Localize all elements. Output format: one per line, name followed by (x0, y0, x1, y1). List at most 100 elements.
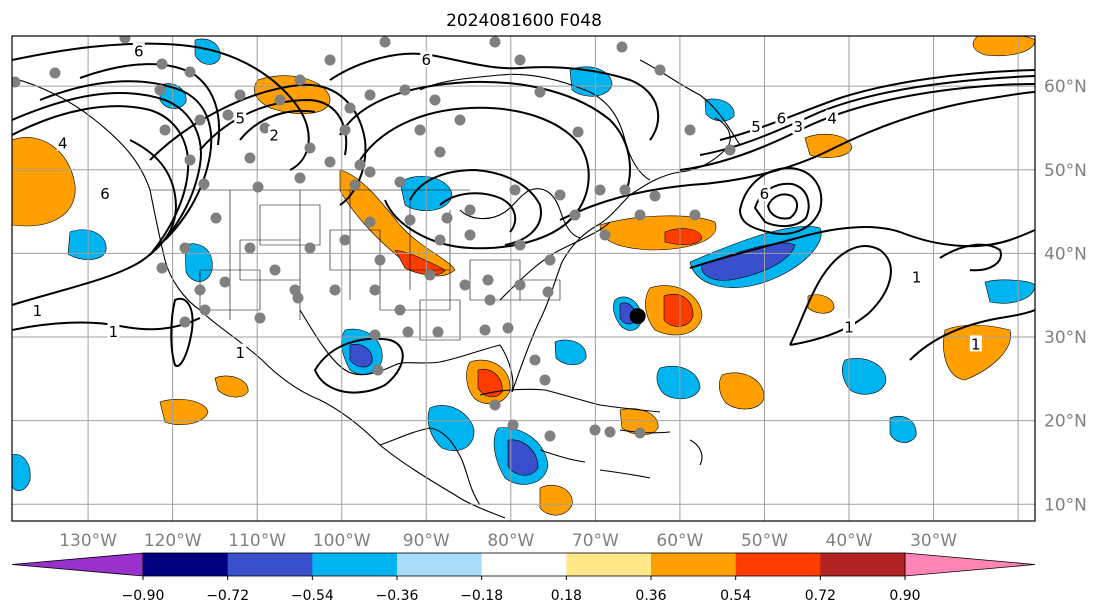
colorbar-bin (566, 553, 652, 576)
contour-label-mask (268, 126, 281, 143)
contour-label-mask (234, 109, 247, 126)
station-dot (414, 124, 426, 136)
contour-label: 4 (58, 135, 68, 153)
field-blob (159, 399, 209, 425)
station-dot (404, 214, 416, 226)
contour-label-mask (750, 117, 762, 134)
contour-line (239, 109, 316, 141)
field-blob (807, 294, 835, 314)
station-markers (12, 36, 736, 442)
station-dot (369, 329, 381, 341)
station-dot (179, 316, 191, 328)
field-blob (427, 405, 475, 451)
colorbar-tick-label: 0.18 (551, 588, 582, 604)
station-dot (254, 312, 266, 324)
station-dot (159, 124, 171, 136)
station-dot (194, 284, 206, 296)
station-dot (489, 399, 501, 411)
station-dot (364, 166, 376, 178)
station-dot (604, 426, 616, 438)
colorbar-bin (397, 553, 483, 576)
field-blob (554, 339, 587, 366)
contour-line (12, 105, 190, 256)
station-dot (210, 212, 222, 224)
station-dot (219, 276, 231, 288)
station-dot (572, 126, 584, 138)
coastline (379, 427, 481, 506)
longitude-label: 80°W (487, 531, 534, 551)
contour-line (699, 75, 1035, 156)
contour-line (79, 63, 221, 146)
latitude-label: 30°N (1044, 328, 1087, 348)
colorbar-tick-label: 0.54 (720, 588, 751, 604)
station-dot (634, 209, 646, 221)
contour-line (766, 193, 798, 220)
station-dot (589, 424, 601, 436)
longitude-label: 110°W (228, 531, 286, 551)
station-dot (324, 54, 336, 66)
station-dot (424, 269, 436, 281)
longitude-label: 60°W (656, 531, 703, 551)
contour-line (689, 225, 1035, 269)
colorbar-bin (143, 553, 229, 576)
contour-line (559, 91, 1035, 221)
longitude-label: 40°W (826, 531, 873, 551)
colorbar-over-extension (904, 552, 1036, 577)
field-blob (67, 229, 107, 260)
contour-label: 6 (760, 185, 770, 203)
station-dot (514, 239, 526, 251)
station-dot (364, 89, 376, 101)
contour-label: 3 (793, 118, 803, 136)
station-dot (339, 234, 351, 246)
contour-line (939, 243, 1002, 272)
contour-line (149, 83, 367, 206)
station-dot (654, 64, 666, 76)
field-blob (663, 294, 694, 327)
station-dot (179, 242, 191, 254)
colorbar-bin (735, 553, 821, 576)
colorbar-tick-label: 0.36 (635, 588, 666, 604)
contour-label-mask (99, 184, 111, 201)
station-dot (199, 304, 211, 316)
colorbar-tick-label: 0.90 (889, 588, 920, 604)
station-dot (554, 189, 566, 201)
latitude-label: 10°N (1044, 495, 1087, 515)
colorbar-bin (820, 553, 906, 576)
station-dot (434, 146, 446, 158)
station-dot (464, 204, 476, 216)
station-dot (399, 84, 411, 96)
colorbar-bin (312, 553, 398, 576)
station-dot (569, 209, 581, 221)
longitude-label: 70°W (572, 531, 619, 551)
station-dot (454, 114, 466, 126)
colorbar-under-extension (11, 552, 144, 577)
contour-label-mask (107, 322, 120, 339)
station-dot (599, 229, 611, 241)
contour-line (12, 317, 201, 331)
station-dot (379, 36, 391, 48)
station-dot (329, 284, 341, 296)
station-dot (49, 67, 61, 79)
station-dot (464, 229, 476, 241)
colorbar-outline (142, 552, 906, 577)
coastline (12, 77, 506, 519)
longitude-label: 120°W (144, 531, 202, 551)
field-blob (12, 137, 76, 227)
field-blob (349, 344, 373, 368)
field-blob (972, 36, 1035, 57)
contour-line (170, 297, 194, 367)
contour-label: 5 (235, 110, 245, 128)
contour-label-mask (969, 335, 982, 352)
contour-line (12, 42, 310, 171)
station-dot (479, 324, 491, 336)
field-blob (943, 324, 1011, 381)
coastline (511, 194, 631, 393)
station-dot (502, 322, 514, 334)
station-dot (544, 430, 556, 442)
station-dot (154, 84, 166, 96)
coastline (539, 429, 703, 479)
station-dot (616, 41, 628, 53)
station-dot (724, 144, 736, 156)
contour-label: 1 (912, 269, 922, 287)
